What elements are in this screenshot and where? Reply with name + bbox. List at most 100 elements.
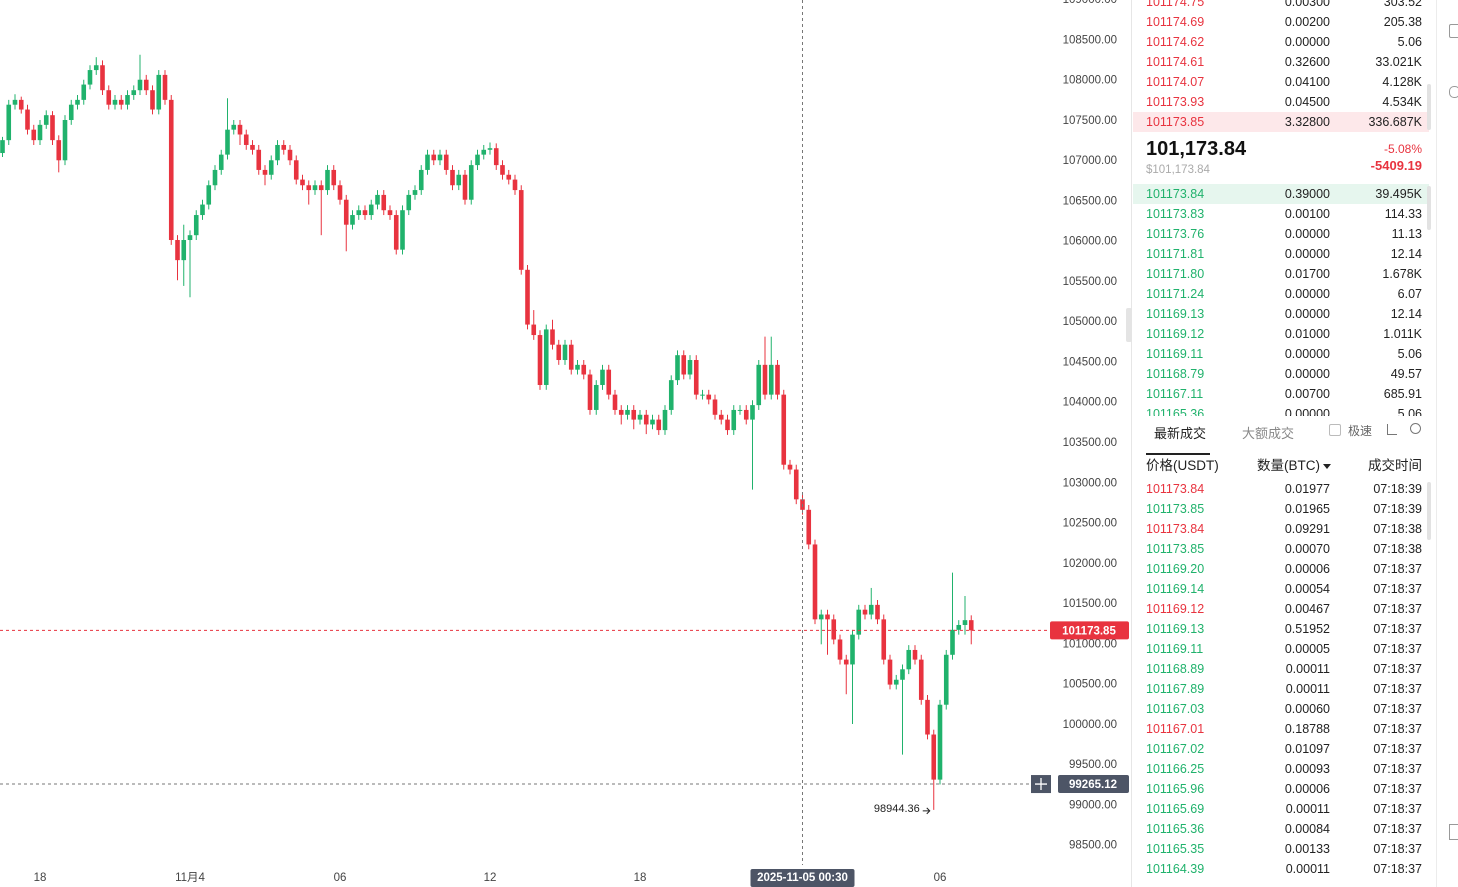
- candle-body: [93, 65, 99, 71]
- cell-price: 101174.75: [1146, 0, 1205, 9]
- candle-body: [925, 699, 930, 735]
- candle-body: [618, 409, 624, 415]
- cell-price: 101165.36: [1146, 822, 1205, 836]
- candle-body: [168, 99, 174, 241]
- candle-body: [775, 364, 780, 395]
- cell-qty: 0.00000: [1284, 35, 1330, 49]
- cell-third: 33.021K: [1375, 55, 1422, 69]
- y-tick-label: 107500.00: [1063, 115, 1117, 127]
- side-icon[interactable]: [1449, 824, 1458, 840]
- candle-body: [162, 74, 168, 100]
- candle-body: [250, 144, 255, 150]
- change-abs: -5409.19: [1370, 158, 1422, 173]
- candle-body: [0, 140, 5, 154]
- candle-body: [637, 414, 643, 420]
- candle-body: [612, 394, 618, 410]
- cell-qty: 0.00011: [1285, 682, 1330, 696]
- candle-body: [868, 604, 874, 615]
- header-time: 成交时间: [1368, 458, 1422, 473]
- y-tick-label: 103500.00: [1063, 437, 1117, 449]
- cell-qty: 0.51952: [1284, 622, 1330, 636]
- cell-price: 101167.01: [1146, 722, 1205, 736]
- cell-price: 101169.13: [1146, 307, 1205, 321]
- candle-body: [625, 409, 630, 415]
- cell-qty: 3.32800: [1284, 115, 1330, 129]
- candle-body: [837, 639, 843, 660]
- scrollbar[interactable]: [1427, 84, 1431, 130]
- cell-price: 101173.85: [1146, 115, 1205, 129]
- header-qty[interactable]: 数量(BTC): [1257, 458, 1320, 473]
- candle-body: [475, 154, 480, 166]
- candle-body: [912, 649, 918, 660]
- candle-body: [525, 269, 530, 325]
- cell-qty: 0.04100: [1284, 75, 1330, 89]
- cell-third: 303.52: [1383, 0, 1422, 9]
- candle-body: [668, 380, 674, 410]
- candle-body: [118, 99, 124, 105]
- candle-body: [68, 104, 74, 121]
- cell-third: 07:18:39: [1373, 502, 1422, 516]
- candle-body: [325, 169, 330, 191]
- cell-qty: 0.00011: [1285, 862, 1330, 876]
- tab-large[interactable]: 大额成交: [1242, 426, 1295, 441]
- candle-body: [562, 344, 568, 361]
- cell-qty: 0.00000: [1284, 307, 1330, 321]
- cell-price: 101167.02: [1146, 742, 1205, 756]
- x-tick-label: 12: [484, 872, 497, 884]
- cell-third: 07:18:37: [1373, 802, 1422, 816]
- candle-body: [150, 90, 155, 110]
- cell-price: 101168.79: [1146, 367, 1205, 381]
- cell-third: 07:18:37: [1373, 782, 1422, 796]
- cell-price: 101171.24: [1146, 287, 1205, 301]
- cell-qty: 0.00000: [1284, 407, 1330, 416]
- candle-body: [900, 669, 905, 680]
- side-icon[interactable]: [1449, 86, 1458, 98]
- cell-third: 336.687K: [1368, 115, 1422, 129]
- candle-body: [356, 210, 362, 216]
- candle-body: [568, 344, 574, 370]
- candle-body: [56, 140, 62, 161]
- cell-qty: 0.00467: [1284, 602, 1330, 616]
- candle-body: [343, 199, 349, 225]
- candle-body: [381, 194, 387, 211]
- y-tick-label: 100500.00: [1063, 679, 1117, 691]
- candle-body: [25, 109, 30, 130]
- mid-price: 101,173.84: [1146, 138, 1247, 160]
- candle-body: [156, 74, 162, 110]
- candle-body: [487, 148, 493, 150]
- crosshair-y-label: 99265.12: [1069, 779, 1117, 791]
- cell-qty: 0.00700: [1284, 387, 1330, 401]
- settings-icon[interactable]: [1410, 423, 1421, 434]
- tab-latest[interactable]: 最新成交: [1154, 426, 1207, 441]
- cell-third: 07:18:37: [1373, 582, 1422, 596]
- scrollbar[interactable]: [1427, 186, 1431, 230]
- mid-usd: $101,173.84: [1146, 164, 1210, 176]
- fast-checkbox[interactable]: [1329, 424, 1341, 436]
- candle-body: [806, 509, 812, 545]
- candle-body: [368, 204, 374, 216]
- cell-qty: 0.00005: [1284, 642, 1330, 656]
- scrollbar[interactable]: [1427, 482, 1431, 540]
- price-chart: 109000.00 108500.00 108000.00 107500.00 1070…: [0, 0, 1129, 887]
- cell-third: 07:18:37: [1373, 702, 1422, 716]
- crosshair-x-label: 2025-11-05 00:30: [757, 872, 848, 884]
- sort-icon[interactable]: [1387, 424, 1397, 435]
- candle-body: [500, 165, 505, 175]
- side-icon[interactable]: [1449, 24, 1458, 38]
- candle-body: [943, 654, 949, 705]
- cell-qty: 0.00054: [1284, 582, 1330, 596]
- add-alert-button[interactable]: [1031, 775, 1051, 794]
- candle-body: [312, 185, 318, 191]
- fast-label: 极速: [1348, 424, 1373, 438]
- panel-handle[interactable]: [1126, 308, 1132, 342]
- candle-body: [256, 149, 262, 170]
- candle-body: [706, 394, 712, 400]
- cell-price: 101166.25: [1146, 762, 1205, 776]
- cell-qty: 0.00006: [1284, 562, 1330, 576]
- candle-body: [906, 649, 912, 670]
- y-tick-label: 99500.00: [1069, 759, 1117, 771]
- candle-body: [237, 124, 243, 135]
- candle-body: [893, 679, 899, 685]
- cell-qty: 0.00300: [1284, 0, 1330, 9]
- cell-qty: 0.04500: [1284, 95, 1330, 109]
